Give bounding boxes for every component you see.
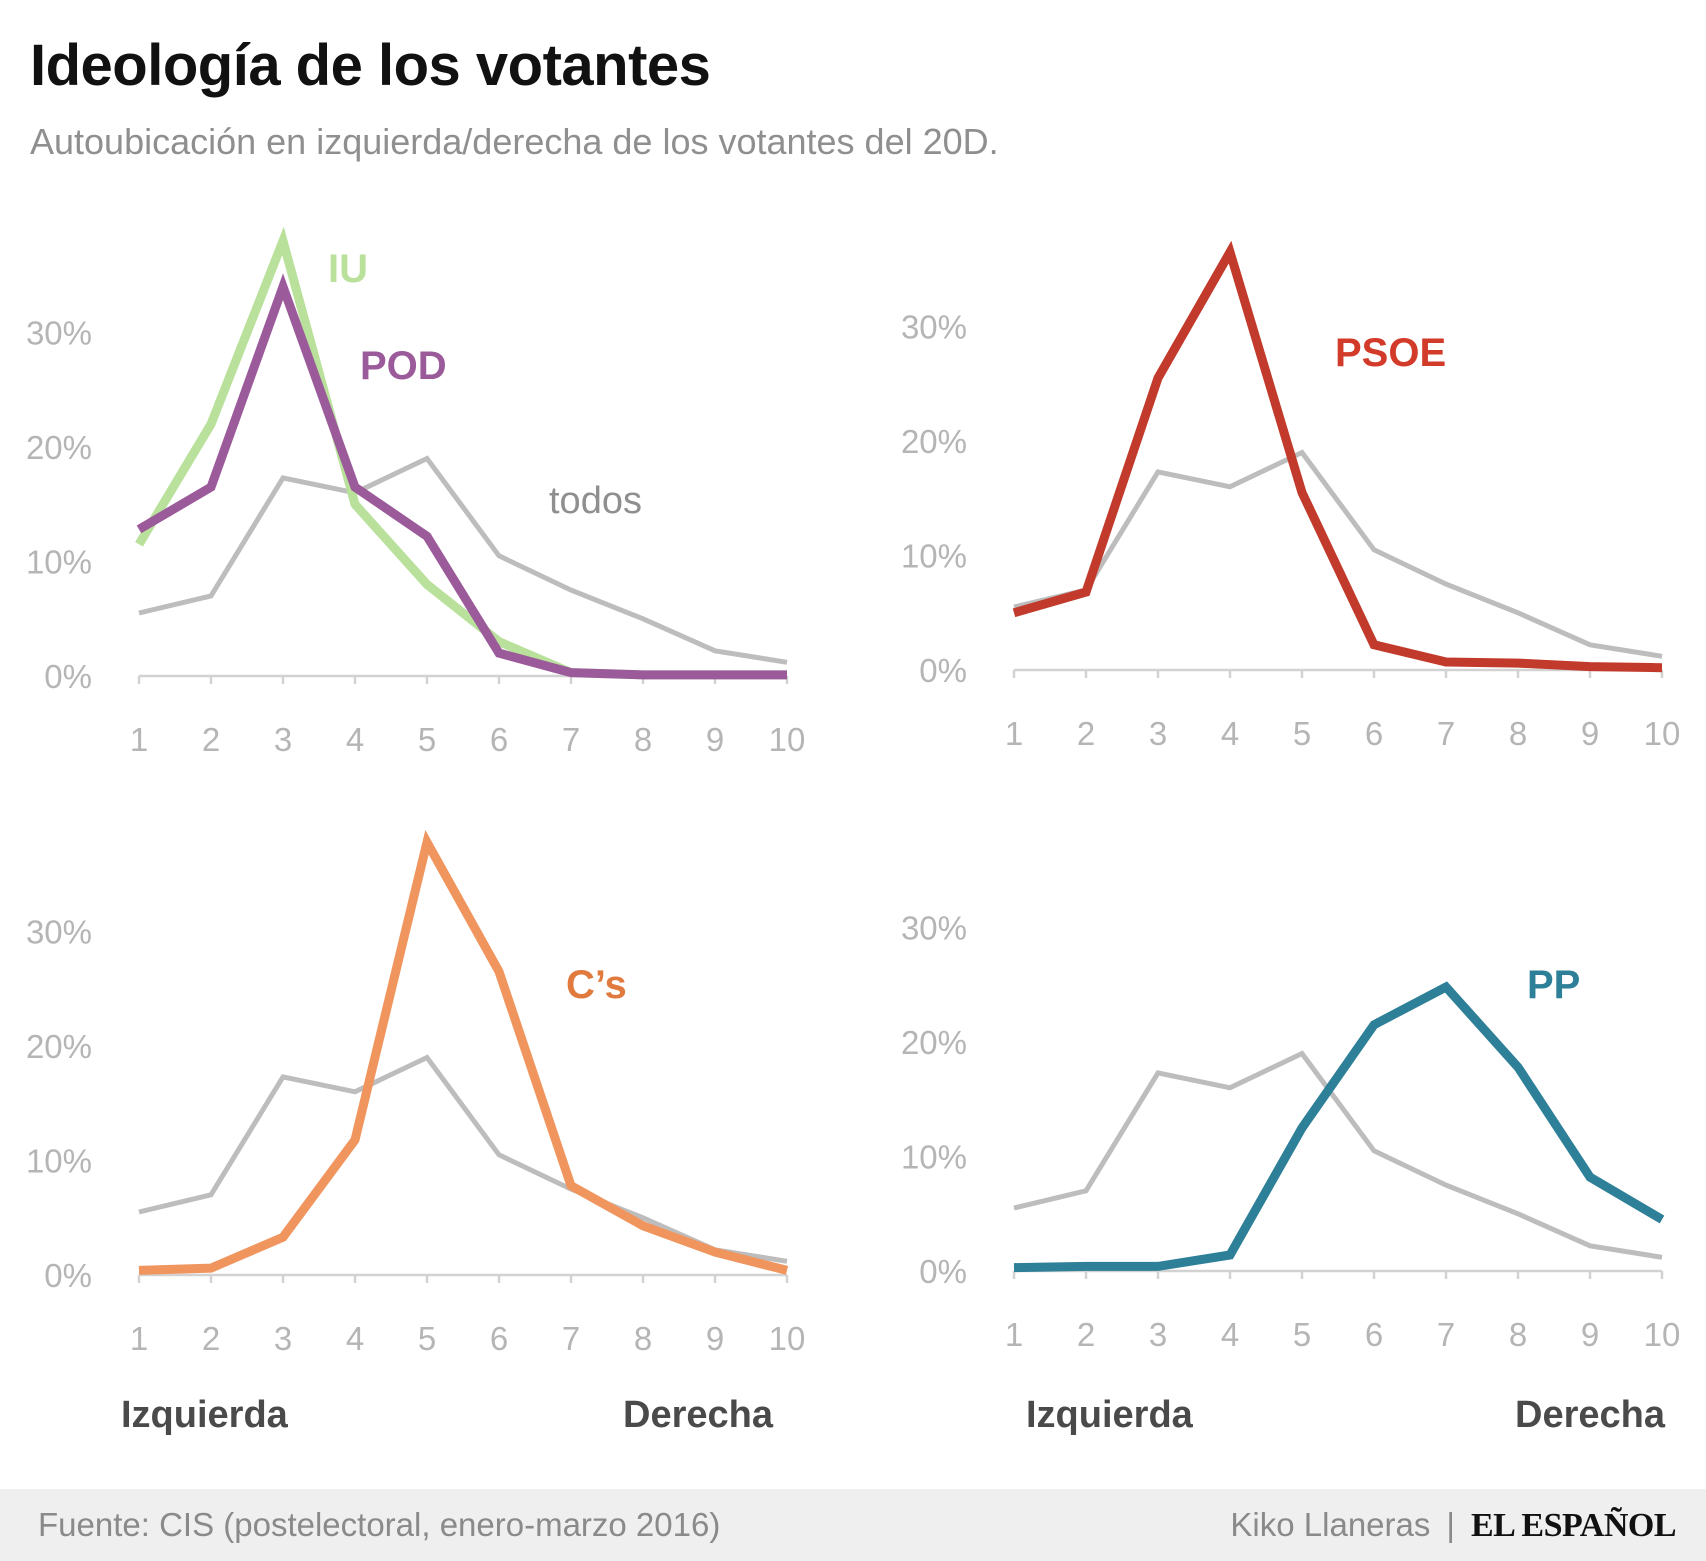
- x-tick-label: 10: [1644, 715, 1681, 752]
- series-label-todos: todos: [549, 480, 642, 522]
- series-label-pod: POD: [360, 344, 447, 388]
- y-tick-label: 30%: [26, 315, 92, 352]
- series-label-pp: PP: [1527, 963, 1580, 1007]
- series-label-iu: IU: [328, 247, 368, 291]
- x-tick-label: 3: [274, 721, 292, 758]
- x-tick-label: 1: [1005, 715, 1023, 752]
- x-tick-label: 2: [1077, 715, 1095, 752]
- x-tick-label: 5: [1293, 715, 1311, 752]
- x-tick-label: 2: [202, 1320, 220, 1357]
- axis-end-label-right: Derecha: [623, 1394, 774, 1436]
- x-tick-label: 4: [346, 1320, 364, 1357]
- x-tick-label: 7: [1437, 715, 1455, 752]
- footer-source: Fuente: CIS (postelectoral, enero-marzo …: [38, 1506, 721, 1543]
- y-tick-label: 30%: [901, 910, 967, 947]
- series-line-todos: [1013, 449, 1663, 659]
- chart-panel-1: 1 2 3 4 5 6 7 8 9 10 0% 10% 20% 30% todos IU POD: [26, 226, 806, 758]
- y-tick-label: 10%: [26, 544, 92, 581]
- x-tick-label: 9: [1581, 1316, 1599, 1353]
- x-tick-label: 3: [1149, 1316, 1167, 1353]
- x-tick-label: 1: [130, 721, 148, 758]
- series-line-psoe: [1012, 240, 1663, 673]
- chart-panel-2: 1 2 3 4 5 6 7 8 9 10 0% 10% 20% 30% PSOE: [901, 240, 1681, 752]
- y-tick-label: 10%: [901, 1139, 967, 1176]
- footer-bar: Fuente: CIS (postelectoral, enero-marzo …: [0, 1489, 1706, 1561]
- x-tick-label: 9: [706, 1320, 724, 1357]
- series-label-psoe: PSOE: [1335, 331, 1446, 375]
- series-line-todos: [138, 455, 788, 665]
- chart-panel-3: 1 2 3 4 5 6 7 8 9 10 0% 10% 20% 30% C’s Izquierda Derech…: [26, 829, 806, 1436]
- y-tick-label: 20%: [901, 1024, 967, 1061]
- axis-end-label-left: Izquierda: [1026, 1394, 1194, 1436]
- x-tick-label: 6: [1365, 715, 1383, 752]
- x-tick-label: 5: [1293, 1316, 1311, 1353]
- x-tick-label: 3: [1149, 715, 1167, 752]
- x-tick-label: 10: [769, 721, 806, 758]
- page-subtitle: Autoubicación en izquierda/derecha de lo…: [30, 121, 999, 162]
- y-tick-label: 10%: [26, 1143, 92, 1180]
- series-line-iu: [135, 226, 787, 680]
- x-tick-label: 10: [769, 1320, 806, 1357]
- axis-end-label-left: Izquierda: [121, 1394, 289, 1436]
- x-tick-label: 9: [1581, 715, 1599, 752]
- y-tick-label: 30%: [901, 309, 967, 346]
- y-tick-label: 0%: [44, 1257, 92, 1294]
- series-line-todos: [1013, 1050, 1663, 1260]
- x-tick-label: 6: [490, 1320, 508, 1357]
- x-tick-label: 8: [1509, 1316, 1527, 1353]
- series-line-todos: [138, 1054, 788, 1264]
- axis-end-label-right: Derecha: [1515, 1394, 1666, 1436]
- x-tick-label: 8: [634, 1320, 652, 1357]
- x-tick-label: 7: [1437, 1316, 1455, 1353]
- x-tick-label: 7: [562, 721, 580, 758]
- x-tick-label: 4: [346, 721, 364, 758]
- chart-panel-4: 1 2 3 4 5 6 7 8 9 10 0% 10% 20% 30% PP Izquierda Derecha: [901, 910, 1680, 1437]
- y-tick-label: 30%: [26, 914, 92, 951]
- x-tick-label: 8: [1509, 715, 1527, 752]
- x-tick-label: 4: [1221, 715, 1239, 752]
- x-tick-label: 5: [418, 721, 436, 758]
- y-tick-label: 20%: [26, 429, 92, 466]
- x-tick-label: 1: [130, 1320, 148, 1357]
- y-tick-label: 20%: [26, 1028, 92, 1065]
- y-tick-label: 0%: [44, 658, 92, 695]
- x-tick-label: 6: [1365, 1316, 1383, 1353]
- page-title: Ideología de los votantes: [30, 33, 711, 98]
- footer-credits: Kiko Llaneras | EL ESPAÑOL: [1230, 1503, 1676, 1548]
- y-tick-label: 0%: [919, 652, 967, 689]
- x-tick-label: 9: [706, 721, 724, 758]
- x-tick-label: 3: [274, 1320, 292, 1357]
- y-tick-label: 20%: [901, 423, 967, 460]
- x-tick-label: 8: [634, 721, 652, 758]
- x-tick-label: 2: [202, 721, 220, 758]
- x-tick-label: 1: [1005, 1316, 1023, 1353]
- x-tick-label: 2: [1077, 1316, 1095, 1353]
- series-line-pod: [136, 273, 787, 680]
- series-line-cs: [138, 829, 789, 1275]
- y-tick-label: 0%: [919, 1253, 967, 1290]
- x-tick-label: 6: [490, 721, 508, 758]
- x-tick-label: 7: [562, 1320, 580, 1357]
- chart-header: Ideología de los votantes Autoubicación …: [30, 26, 1670, 164]
- x-tick-label: 10: [1644, 1316, 1681, 1353]
- y-tick-label: 10%: [901, 538, 967, 575]
- footer-author: Kiko Llaneras: [1230, 1506, 1431, 1543]
- el-espanol-logo: EL ESPAÑOL: [1470, 1507, 1677, 1544]
- series-line-pp: [1013, 981, 1665, 1273]
- x-tick-label: 5: [418, 1320, 436, 1357]
- x-tick-label: 4: [1221, 1316, 1239, 1353]
- footer-separator: |: [1446, 1506, 1455, 1543]
- series-label-cs: C’s: [566, 963, 627, 1007]
